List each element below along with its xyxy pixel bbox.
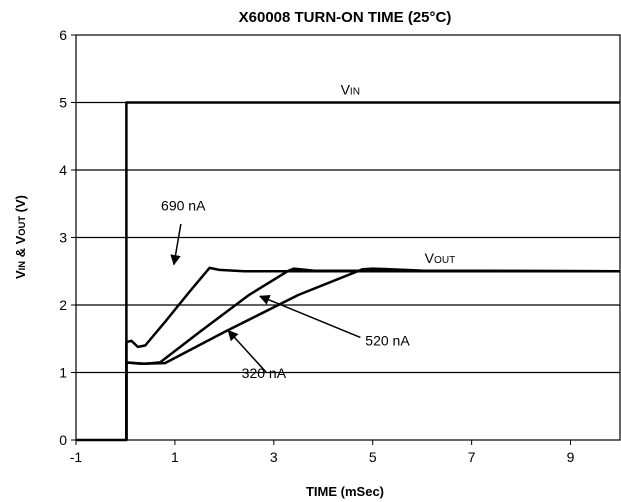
annotation-vin: VIN bbox=[341, 81, 360, 97]
annotation-320: 320 nA bbox=[242, 365, 287, 381]
x-tick-label-5: 9 bbox=[567, 449, 575, 465]
chart-title: X60008 TURN-ON TIME (25°C) bbox=[239, 9, 452, 26]
series-line-2 bbox=[125, 267, 621, 440]
x-tick-label-4: 7 bbox=[468, 449, 476, 465]
annotation-520: 520 nA bbox=[365, 333, 410, 349]
y-axis-label: VIN & VOUT (V) bbox=[13, 195, 28, 279]
annotation-vout: VOUT bbox=[425, 250, 456, 266]
annotation-arrow-520 bbox=[258, 294, 361, 339]
annotation-arrow-320 bbox=[227, 329, 267, 374]
x-tick-label-1: 1 bbox=[171, 449, 179, 465]
annotation-arrow-690 bbox=[170, 223, 182, 266]
tick-labels: 0 1 2 3 4 5 6 -1 1 3 5 7 9 bbox=[59, 27, 574, 465]
series-group bbox=[76, 101, 621, 442]
x-tick-label-3: 5 bbox=[369, 449, 377, 465]
x-tick-label-2: 3 bbox=[270, 449, 278, 465]
series-line-3 bbox=[125, 266, 620, 440]
x-tick-label-0: -1 bbox=[70, 449, 83, 465]
annotations: VIN VOUT 690 nA 520 nA 320 nA bbox=[161, 81, 456, 381]
y-tick-label-6: 6 bbox=[59, 27, 67, 43]
x-axis-label: TIME (mSec) bbox=[306, 484, 384, 499]
y-tick-label-0: 0 bbox=[59, 432, 67, 448]
y-tick-label-4: 4 bbox=[59, 162, 67, 178]
y-tick-label-2: 2 bbox=[59, 297, 67, 313]
annotation-690: 690 nA bbox=[161, 198, 206, 214]
y-tick-label-3: 3 bbox=[59, 230, 67, 246]
y-tick-label-1: 1 bbox=[59, 365, 67, 381]
y-tick-label-5: 5 bbox=[59, 95, 67, 111]
series-line-1 bbox=[125, 267, 621, 440]
